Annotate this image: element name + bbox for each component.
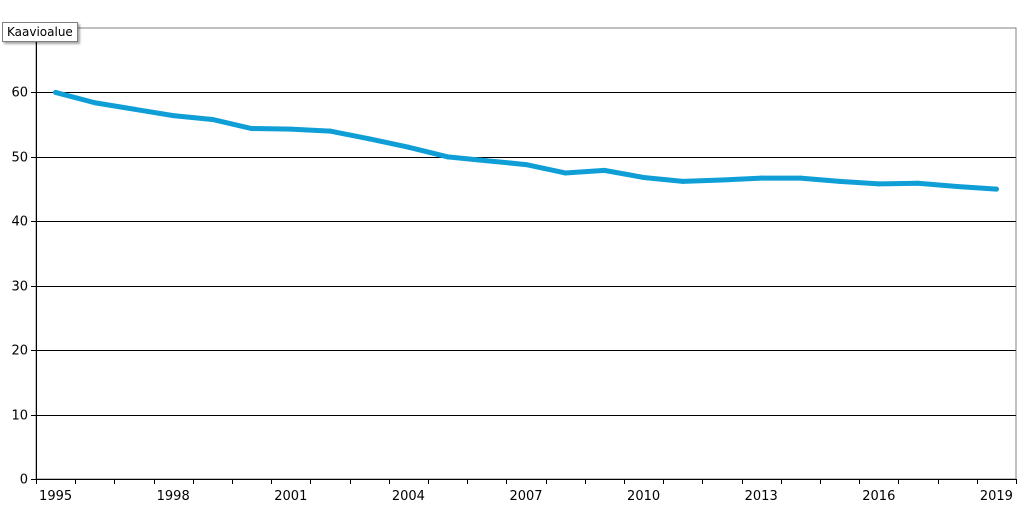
y-tick-label: 30 bbox=[11, 280, 28, 295]
x-tick-label: 2010 bbox=[627, 489, 660, 504]
data-point bbox=[288, 126, 294, 132]
plot-frame bbox=[35, 27, 1017, 480]
data-point bbox=[170, 113, 176, 119]
axes bbox=[31, 28, 1017, 484]
y-tick-label: 10 bbox=[11, 409, 28, 424]
data-point bbox=[915, 180, 921, 186]
y-tick-label: 20 bbox=[11, 344, 28, 359]
data-point bbox=[797, 175, 803, 181]
y-tick-label: 50 bbox=[11, 151, 28, 166]
data-point bbox=[876, 181, 882, 187]
data-point bbox=[209, 116, 215, 122]
data-point bbox=[523, 162, 529, 168]
x-tick-label: 2004 bbox=[392, 489, 425, 504]
data-point bbox=[445, 154, 451, 160]
data-point bbox=[131, 106, 137, 112]
gridlines bbox=[35, 27, 1017, 480]
data-point bbox=[641, 174, 647, 180]
data-point bbox=[954, 183, 960, 189]
chart-area-tooltip: Kaavioalue bbox=[2, 22, 78, 42]
data-point bbox=[53, 89, 59, 95]
x-tick-label: 1998 bbox=[157, 489, 190, 504]
data-point bbox=[719, 177, 725, 183]
series-layer bbox=[53, 89, 999, 192]
data-point bbox=[249, 126, 255, 132]
tick-labels: 0 10 20 30 40 50 60 1995 1998 2001 2004 2007 2010 201… bbox=[11, 86, 1012, 505]
y-tick-label: 0 bbox=[20, 473, 28, 488]
x-tick-label: 1995 bbox=[39, 489, 72, 504]
y-tick-label: 60 bbox=[11, 86, 28, 101]
x-tick-label: 2019 bbox=[980, 489, 1013, 504]
y-tick-label: 40 bbox=[11, 215, 28, 230]
data-point bbox=[92, 100, 98, 106]
data-point bbox=[993, 186, 999, 192]
data-point bbox=[680, 178, 686, 184]
x-tick-label: 2013 bbox=[745, 489, 778, 504]
data-point bbox=[366, 136, 372, 142]
x-tick-label: 2016 bbox=[862, 489, 895, 504]
data-point bbox=[601, 167, 607, 173]
data-point bbox=[484, 158, 490, 164]
data-point bbox=[327, 128, 333, 134]
x-tick-label: 2007 bbox=[509, 489, 542, 504]
data-point bbox=[562, 170, 568, 176]
data-point bbox=[837, 178, 843, 184]
x-tick-label: 2001 bbox=[274, 489, 307, 504]
data-point bbox=[758, 175, 764, 181]
data-point bbox=[405, 144, 411, 150]
